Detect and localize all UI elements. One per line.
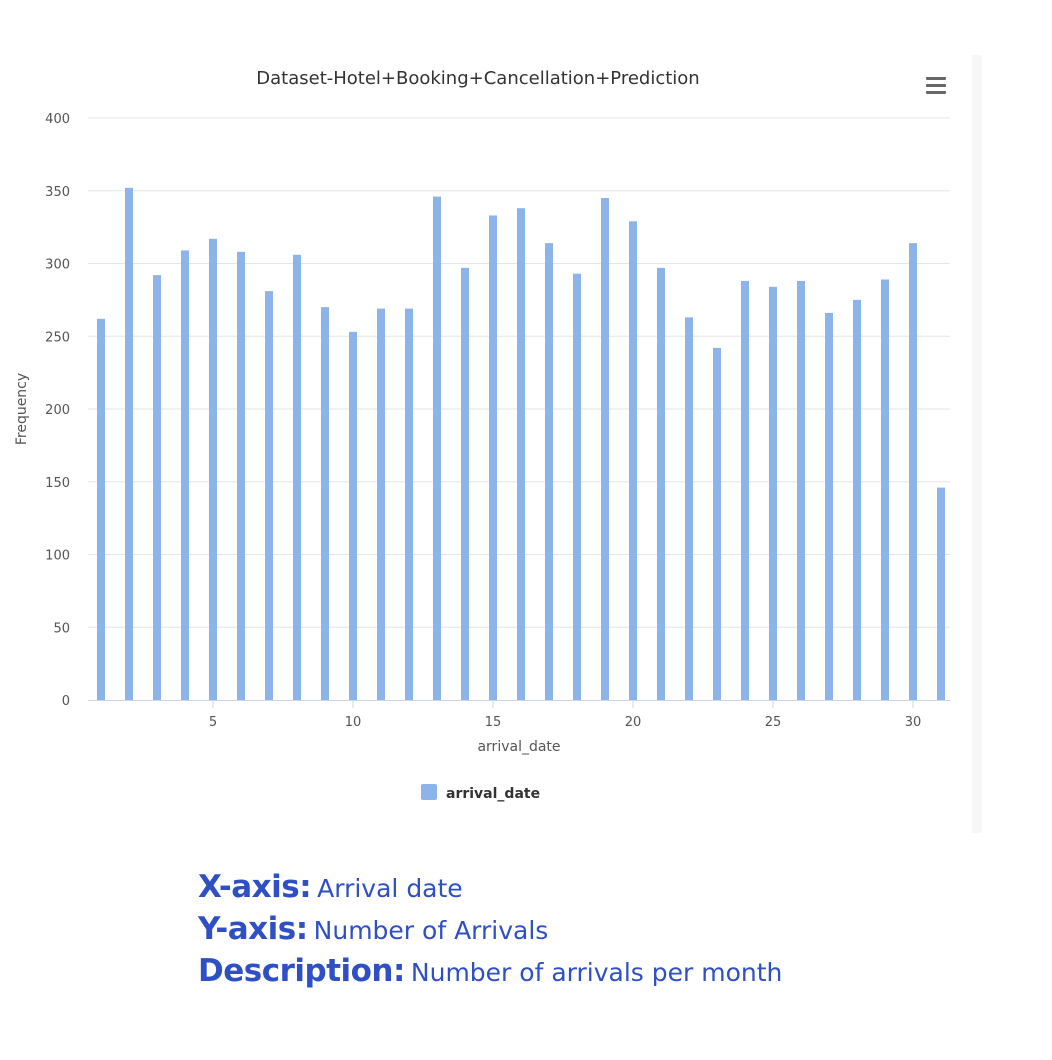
y-tick-label: 400 bbox=[45, 112, 70, 127]
bar[interactable] bbox=[909, 243, 917, 700]
bar[interactable] bbox=[237, 251, 245, 701]
bar[interactable] bbox=[797, 280, 805, 700]
bar-chart: 0 50 100 150 200 250 300 350 400 5 10 15 20 25 30 Dat… bbox=[14, 68, 950, 802]
x-tick-label: 15 bbox=[485, 715, 502, 730]
bar[interactable] bbox=[377, 308, 385, 700]
caption-description-value: Number of arrivals per month bbox=[410, 958, 783, 987]
legend-swatch bbox=[421, 784, 437, 800]
x-axis-title: arrival_date bbox=[477, 739, 560, 755]
bar[interactable] bbox=[881, 279, 889, 700]
bar[interactable] bbox=[405, 308, 413, 700]
x-tick-label: 5 bbox=[209, 715, 217, 730]
bar[interactable] bbox=[265, 291, 273, 700]
bar[interactable] bbox=[321, 307, 329, 700]
x-tick-labels: 5 10 15 20 25 30 bbox=[209, 700, 921, 730]
bar[interactable] bbox=[293, 254, 301, 700]
caption-y-axis: Y-axis: Number of Arrivals bbox=[198, 908, 782, 950]
caption-x-key: X-axis: bbox=[198, 869, 312, 905]
bar[interactable] bbox=[629, 221, 637, 700]
y-tick-label: 100 bbox=[45, 549, 70, 564]
bar[interactable] bbox=[601, 198, 609, 700]
caption-description-key: Description: bbox=[198, 953, 405, 989]
bar[interactable] bbox=[209, 238, 217, 700]
bar[interactable] bbox=[741, 280, 749, 700]
y-tick-label: 150 bbox=[45, 476, 70, 491]
chart-title: Dataset-Hotel+Booking+Cancellation+Predi… bbox=[256, 68, 699, 89]
bar[interactable] bbox=[153, 275, 161, 700]
bar[interactable] bbox=[181, 250, 189, 700]
y-tick-label: 350 bbox=[45, 185, 70, 200]
bar[interactable] bbox=[937, 487, 945, 700]
caption-x-value: Arrival date bbox=[317, 874, 463, 903]
caption-x-axis: X-axis: Arrival date bbox=[198, 866, 782, 908]
bar[interactable] bbox=[125, 187, 133, 701]
x-tick-label: 20 bbox=[625, 715, 642, 730]
y-axis-title: Frequency bbox=[14, 373, 30, 445]
y-tick-label: 250 bbox=[45, 330, 70, 345]
x-tick-label: 25 bbox=[765, 715, 782, 730]
bar[interactable] bbox=[461, 267, 469, 700]
hamburger-menu-icon[interactable] bbox=[924, 74, 948, 96]
bar[interactable] bbox=[657, 267, 665, 700]
bar[interactable] bbox=[97, 318, 105, 700]
caption-block: X-axis: Arrival date Y-axis: Number of Arr… bbox=[198, 866, 782, 992]
bar[interactable] bbox=[545, 243, 553, 700]
y-tick-label: 300 bbox=[45, 258, 70, 273]
bar[interactable] bbox=[685, 317, 693, 700]
grid-lines bbox=[88, 117, 950, 628]
scrollbar-track bbox=[972, 55, 982, 833]
bar[interactable] bbox=[517, 208, 525, 700]
y-tick-label: 50 bbox=[53, 621, 70, 636]
bar[interactable] bbox=[825, 312, 833, 700]
caption-y-value: Number of Arrivals bbox=[313, 916, 549, 945]
bar[interactable] bbox=[573, 273, 581, 700]
x-tick-label: 10 bbox=[345, 715, 362, 730]
bar[interactable] bbox=[853, 299, 861, 700]
legend-label[interactable]: arrival_date bbox=[446, 786, 540, 802]
y-tick-label: 0 bbox=[62, 694, 70, 709]
y-tick-labels: 0 50 100 150 200 250 300 350 400 bbox=[45, 112, 70, 709]
bar[interactable] bbox=[489, 215, 497, 701]
bar[interactable] bbox=[713, 347, 721, 700]
bar[interactable] bbox=[433, 196, 441, 700]
bar[interactable] bbox=[769, 286, 777, 700]
legend[interactable]: arrival_date bbox=[421, 784, 540, 802]
x-tick-label: 30 bbox=[905, 715, 922, 730]
caption-description: Description: Number of arrivals per month bbox=[198, 950, 782, 992]
bars bbox=[97, 187, 945, 701]
caption-y-key: Y-axis: bbox=[198, 911, 308, 947]
bar[interactable] bbox=[349, 331, 357, 700]
y-tick-label: 200 bbox=[45, 403, 70, 418]
